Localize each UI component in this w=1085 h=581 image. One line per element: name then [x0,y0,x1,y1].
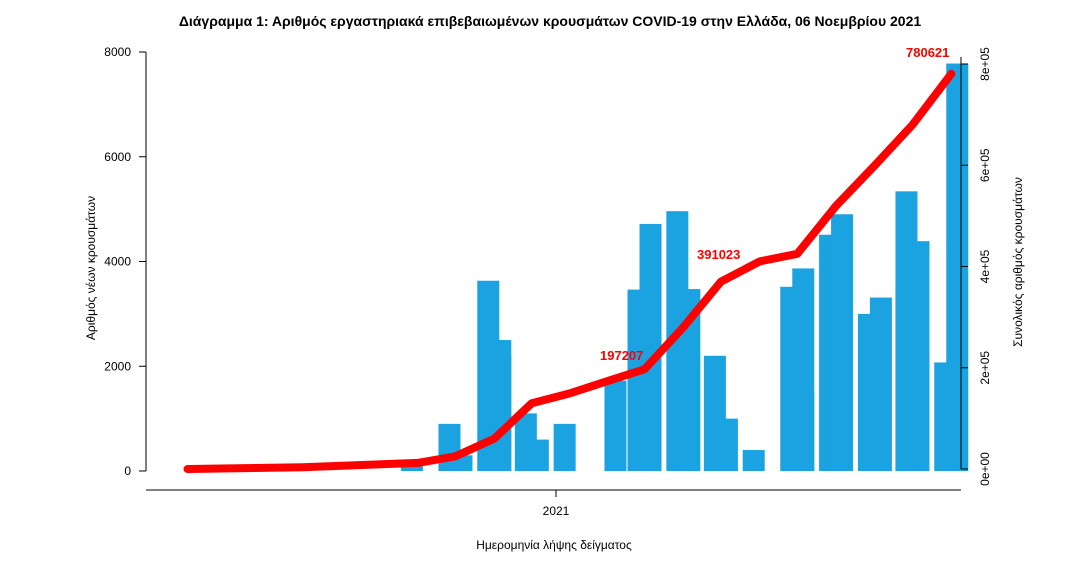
x-axis-label: Ημερομηνία λήψης δείγματος [476,538,632,552]
daily-cases-bar [678,289,701,471]
x-tick-label: 2021 [543,504,570,518]
left-axis-ticks: 0 2000 4000 6000 8000 [104,45,146,478]
annotations: 197207 391023 780621 [600,45,949,363]
y2-axis-label: Συνολικός αριθμός κρουσμάτων [1011,177,1025,347]
chart-title: Διάγραμμα 1: Αριθμός εργαστηριακά επιβεβ… [179,13,922,29]
daily-cases-bar [438,423,461,471]
y2-tick-label: 0e+00 [978,452,992,486]
y-tick-label: 6000 [104,150,131,164]
daily-cases-bar [895,191,918,471]
daily-cases-bar [831,214,854,471]
y2-tick-label: 8e+05 [978,47,992,81]
cumulative-line [183,69,956,473]
daily-cases-bar [792,268,815,471]
daily-cases-bar [526,439,549,471]
daily-cases-bars [400,63,969,472]
right-axis-ticks: 0e+00 2e+05 4e+05 6e+05 8e+05 [961,47,992,486]
y2-tick-label: 4e+05 [978,249,992,283]
y2-tick-label: 2e+05 [978,351,992,385]
daily-cases-bar [742,450,765,471]
y-tick-label: 0 [124,464,131,478]
y-tick-label: 4000 [104,255,131,269]
daily-cases-bar [604,380,627,471]
y-axis-label: Αριθμός νέων κρουσμάτων [84,196,98,340]
daily-cases-bar [869,297,892,471]
y2-tick-label: 6e+05 [978,148,992,182]
daily-cases-bar [553,423,576,471]
y-tick-label: 2000 [104,359,131,373]
cumulative-line-group [183,69,956,473]
daily-cases-bar [715,418,738,471]
cumulative-annotation: 391023 [697,247,740,262]
y-tick-label: 8000 [104,45,131,59]
daily-cases-bar [934,362,957,471]
daily-cases-bar [639,223,662,471]
cumulative-annotation: 780621 [906,45,949,60]
daily-cases-bar [489,340,512,471]
cumulative-annotation: 197207 [600,348,643,363]
